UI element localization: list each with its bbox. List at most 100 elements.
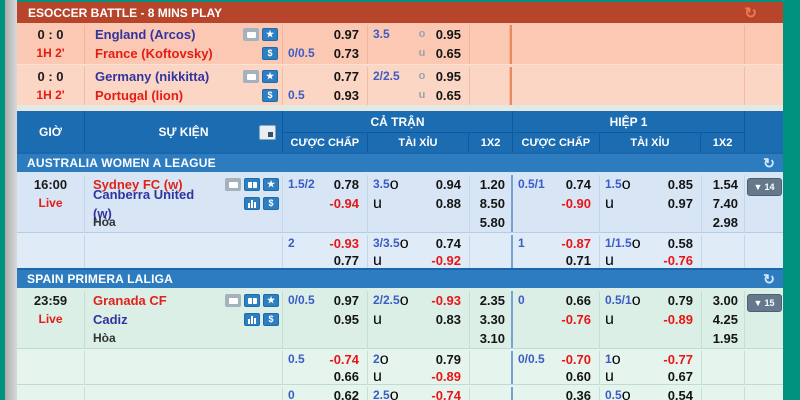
away-team[interactable]: France (Koftovsky) [95,46,213,61]
1x2-draw-odds[interactable]: 3.10 [479,331,505,346]
h1-handicap-cell: 0/0.5 -0.70 0.60 [513,351,600,384]
league-name[interactable]: AUSTRALIA WOMEN A LEAGUE [27,156,216,170]
home-team[interactable]: Granada CF [93,293,167,308]
handicap-away-odds[interactable]: 0.77 [333,253,359,268]
handicap-home-odds[interactable]: -0.74 [329,352,359,367]
tv-icon[interactable] [225,294,241,307]
under-odds[interactable]: -0.89 [431,369,461,384]
handicap-away-odds[interactable]: -0.76 [561,312,591,327]
league-header: AUSTRALIA WOMEN A LEAGUE ↻ [17,152,783,172]
money-icon[interactable]: $ [262,47,278,60]
handicap-home-odds[interactable]: -0.93 [329,236,359,251]
1x2-home-odds[interactable]: 1.20 [479,177,505,192]
under-label: u [418,89,426,101]
tv-icon[interactable] [243,70,259,83]
h1-handicap-cell: 0.5/1 0.74 -0.90 [513,175,600,232]
time-cell: 23:59 Live [17,291,85,348]
home-team[interactable]: Germany (nikkitta) [95,69,210,84]
total-line: 1 [605,352,612,366]
1x2-home-odds[interactable]: 1.54 [712,177,738,192]
over-odds[interactable]: -0.74 [431,388,461,400]
over-odds[interactable]: 0.94 [435,177,461,192]
handicap-away-odds[interactable]: 0.95 [333,312,359,327]
1x2-away-odds[interactable]: 4.25 [712,312,738,327]
pitch-view-icon[interactable] [244,178,260,191]
column-settings-icon[interactable] [259,125,276,140]
markets-count: 15 [764,298,775,308]
star-icon[interactable]: ★ [263,294,279,307]
over-odds[interactable]: 0.58 [667,236,693,251]
away-team[interactable]: Cadiz [93,312,128,327]
handicap-away-odds[interactable]: -0.94 [329,196,359,211]
handicap-home-odds[interactable]: 0.74 [565,177,591,192]
1x2-home-odds[interactable]: 3.00 [712,293,738,308]
money-icon[interactable]: $ [262,89,278,102]
handicap-home-odds[interactable]: 0.66 [565,293,591,308]
over-odds[interactable]: 0.85 [667,177,693,192]
over-odds[interactable]: -0.93 [431,293,461,308]
tv-icon[interactable] [243,28,259,41]
handicap-home-odds[interactable]: 0.97 [333,293,359,308]
1x2-away-odds[interactable]: 7.40 [712,196,738,211]
handicap-away-odds[interactable]: 0.66 [333,369,359,384]
1x2-draw-odds[interactable]: 5.80 [479,215,505,230]
over-label: o [389,387,399,400]
over-odds[interactable]: -0.77 [663,352,693,367]
under-odds[interactable]: 0.83 [435,312,461,327]
away-team[interactable]: Canberra United (w) [93,186,195,221]
refresh-icon[interactable]: ↻ [763,270,775,287]
under-odds[interactable]: -0.92 [431,253,461,268]
handicap-away-odds[interactable]: -0.90 [561,196,591,211]
handicap-home-odds[interactable]: 0.77 [333,69,359,84]
under-odds[interactable]: -0.76 [663,253,693,268]
home-team[interactable]: England (Arcos) [95,27,196,42]
money-icon[interactable]: $ [263,313,279,326]
pitch-view-icon[interactable] [244,294,260,307]
refresh-icon[interactable]: ↻ [744,4,757,22]
1x2-draw-odds[interactable]: 2.98 [712,215,738,230]
handicap-home-odds[interactable]: 0.78 [333,177,359,192]
1x2-away-odds[interactable]: 8.50 [479,196,505,211]
away-team[interactable]: Portugal (lion) [95,88,184,103]
handicap-home-odds[interactable]: 0.97 [333,27,359,42]
handicap-away-odds[interactable]: 0.93 [333,88,359,103]
over-odds[interactable]: 0.79 [667,293,693,308]
over-odds[interactable]: 0.95 [435,69,461,84]
handicap-home-odds[interactable]: -0.87 [561,236,591,251]
star-icon[interactable]: ★ [262,70,278,83]
1x2-draw-odds[interactable]: 1.95 [712,331,738,346]
league-name[interactable]: SPAIN PRIMERA LALIGA [27,272,174,286]
1x2-home-odds[interactable]: 2.35 [479,293,505,308]
expand-markets-button[interactable]: ▼ 15 [746,294,782,312]
refresh-icon[interactable]: ↻ [763,154,775,171]
star-icon[interactable]: ★ [262,28,278,41]
over-odds[interactable]: 0.79 [435,352,461,367]
handicap-away-odds[interactable]: 0.71 [565,253,591,268]
handicap-home-odds[interactable]: 0.62 [333,388,359,400]
under-odds[interactable]: 0.97 [667,196,693,211]
over-odds[interactable]: 0.95 [435,27,461,42]
handicap-away-odds[interactable]: 0.73 [333,46,359,61]
money-icon[interactable]: $ [263,197,279,210]
league-section: AUSTRALIA WOMEN A LEAGUE ↻ 16:00 Live Sy… [17,152,783,268]
stats-icon[interactable] [244,313,260,326]
draw-label: Hòa [93,215,116,229]
under-odds[interactable]: 0.88 [435,196,461,211]
under-odds[interactable]: 0.67 [667,369,693,384]
over-odds[interactable]: 0.74 [435,236,461,251]
stats-icon[interactable] [244,197,260,210]
first-half-header: HIỆP 1 [513,111,744,133]
expand-markets-button[interactable]: ▼ 14 [746,178,782,196]
home-team[interactable]: Sydney FC (w) [93,177,183,192]
over-odds[interactable]: 0.54 [667,388,693,400]
handicap-home-odds[interactable]: -0.70 [561,352,591,367]
handicap-home-odds[interactable]: 0.36 [565,388,591,400]
tv-icon[interactable] [225,178,241,191]
under-odds[interactable]: -0.89 [663,312,693,327]
under-odds[interactable]: 0.65 [435,46,461,61]
extra-odds-row: 0 0.62 2.5 o -0.74 0.36 0.5 o 0.54 [17,384,783,400]
under-odds[interactable]: 0.65 [435,88,461,103]
star-icon[interactable]: ★ [263,178,279,191]
1x2-away-odds[interactable]: 3.30 [479,312,505,327]
handicap-away-odds[interactable]: 0.60 [565,369,591,384]
